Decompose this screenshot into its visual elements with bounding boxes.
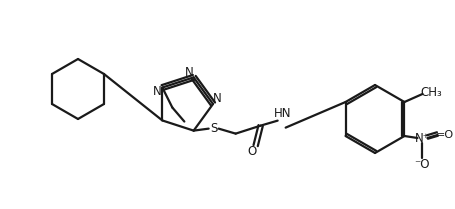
Text: HN: HN [273, 107, 291, 120]
Text: CH₃: CH₃ [420, 87, 441, 99]
Text: O: O [247, 145, 256, 158]
Text: N⁺: N⁺ [414, 131, 429, 144]
Text: N: N [152, 85, 162, 98]
Text: =O: =O [435, 130, 453, 140]
Text: S: S [209, 122, 217, 135]
Text: ⁻O: ⁻O [414, 158, 429, 172]
Text: N: N [185, 66, 193, 79]
Text: N: N [212, 93, 221, 106]
